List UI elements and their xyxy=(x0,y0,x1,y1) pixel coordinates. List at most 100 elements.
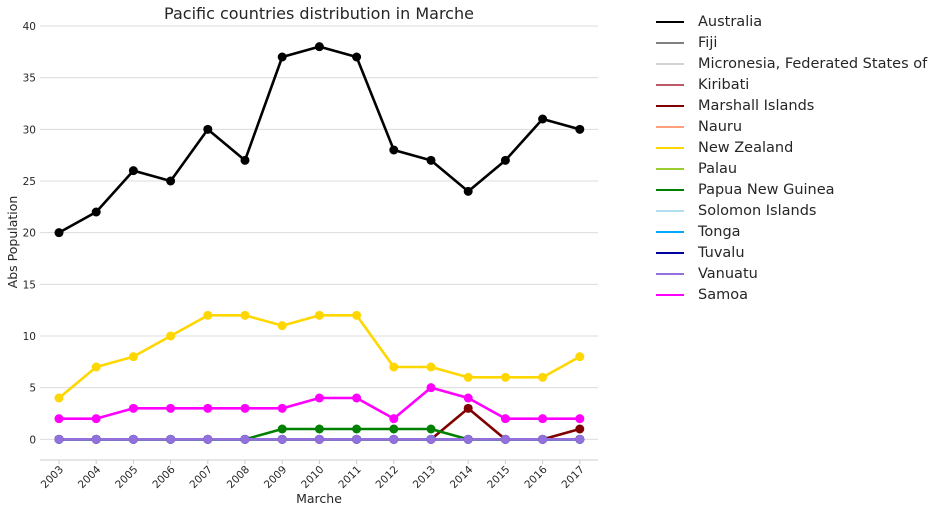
chart-title: Pacific countries distribution in Marche xyxy=(164,4,474,23)
data-point-australia xyxy=(538,114,548,124)
data-point-australia xyxy=(128,166,138,176)
data-point-marshall-islands xyxy=(463,403,473,413)
legend-item-samoa: Samoa xyxy=(656,284,927,305)
data-point-samoa xyxy=(277,403,287,413)
data-point-australia xyxy=(203,124,213,134)
data-point-marshall-islands xyxy=(575,424,585,434)
data-point-vanuatu xyxy=(389,434,399,444)
legend-item-new-zealand: New Zealand xyxy=(656,137,927,158)
series-line-australia xyxy=(57,45,582,234)
axes: 0 5 10 15 20 25 30 35 40 2003 2004 2005 2006 2007 2008… xyxy=(23,21,598,491)
data-point-australia xyxy=(500,155,510,165)
x-tick-label: 2016 xyxy=(522,463,550,491)
chart-legend: Australia Fiji Micronesia, Federated State… xyxy=(656,11,927,305)
data-point-vanuatu xyxy=(203,434,213,444)
x-tick-label: 2003 xyxy=(39,464,66,491)
series-line-samoa xyxy=(57,386,582,420)
legend-label: Samoa xyxy=(698,286,748,303)
data-point-samoa xyxy=(54,414,64,424)
legend-label: Papua New Guinea xyxy=(698,181,835,198)
data-point-papua-new-guinea xyxy=(277,424,287,434)
legend-label: Marshall Islands xyxy=(698,97,815,114)
legend-swatch xyxy=(656,272,684,275)
legend-label: Tuvalu xyxy=(698,244,745,261)
legend-swatch xyxy=(656,188,684,191)
data-point-australia xyxy=(426,155,436,165)
y-tick-label: 20 xyxy=(23,228,36,240)
x-tick-label: 2007 xyxy=(188,464,215,491)
legend-item-micronesia-federated-states-of: Micronesia, Federated States of xyxy=(656,53,927,74)
data-point-australia xyxy=(54,228,64,238)
data-point-australia xyxy=(314,42,324,52)
legend-label: Solomon Islands xyxy=(698,202,817,219)
legend-label: Nauru xyxy=(698,118,743,135)
data-point-new-zealand xyxy=(277,321,287,331)
data-point-samoa xyxy=(463,393,473,403)
x-tick-label: 2010 xyxy=(299,464,326,491)
data-point-samoa xyxy=(203,403,213,413)
data-point-australia xyxy=(389,145,399,155)
legend-item-tonga: Tonga xyxy=(656,221,927,242)
legend-label: Micronesia, Federated States of xyxy=(698,55,928,72)
data-point-new-zealand xyxy=(54,393,64,403)
x-tick-label: 2011 xyxy=(336,464,363,491)
x-tick-label: 2004 xyxy=(76,463,104,491)
data-point-australia xyxy=(463,186,473,196)
data-point-samoa xyxy=(352,393,362,403)
data-point-vanuatu xyxy=(575,434,585,444)
data-point-samoa xyxy=(240,403,250,413)
y-axis-label: Abs Population xyxy=(5,196,20,289)
data-point-new-zealand xyxy=(128,352,138,362)
y-tick-label: 25 xyxy=(23,176,36,188)
legend-swatch xyxy=(656,20,684,23)
data-point-samoa xyxy=(128,403,138,413)
data-point-new-zealand xyxy=(352,310,362,320)
y-tick-label: 5 xyxy=(29,383,36,395)
legend-swatch xyxy=(656,230,684,233)
gridlines xyxy=(40,25,598,440)
legend-item-marshall-islands: Marshall Islands xyxy=(656,95,927,116)
data-point-australia xyxy=(277,52,287,62)
data-point-australia xyxy=(352,52,362,62)
legend-item-tuvalu: Tuvalu xyxy=(656,242,927,263)
legend-label: Australia xyxy=(698,13,763,30)
data-point-vanuatu xyxy=(426,434,436,444)
data-point-vanuatu xyxy=(538,434,548,444)
series-markers xyxy=(54,42,585,444)
data-point-new-zealand xyxy=(426,362,436,372)
data-point-new-zealand xyxy=(463,372,473,382)
legend-item-nauru: Nauru xyxy=(656,116,927,137)
data-point-samoa xyxy=(500,414,510,424)
y-tick-label: 10 xyxy=(23,331,36,343)
data-point-samoa xyxy=(575,414,585,424)
data-point-papua-new-guinea xyxy=(352,424,362,434)
legend-swatch xyxy=(656,125,684,128)
series-line-marshall-islands xyxy=(57,407,582,441)
data-point-australia xyxy=(91,207,101,217)
legend-swatch xyxy=(656,41,684,44)
legend-label: Palau xyxy=(698,160,738,177)
legend-item-kiribati: Kiribati xyxy=(656,74,927,95)
legend-item-solomon-islands: Solomon Islands xyxy=(656,200,927,221)
data-point-australia xyxy=(575,124,585,134)
legend-swatch xyxy=(656,62,684,65)
x-tick-label: 2006 xyxy=(150,463,178,491)
legend-item-australia: Australia xyxy=(656,11,927,32)
legend-swatch xyxy=(656,251,684,254)
legend-swatch xyxy=(656,293,684,296)
data-point-new-zealand xyxy=(203,310,213,320)
data-point-vanuatu xyxy=(352,434,362,444)
data-point-new-zealand xyxy=(389,362,399,372)
legend-label: Tonga xyxy=(698,223,741,240)
data-point-new-zealand xyxy=(500,372,510,382)
data-point-australia xyxy=(240,155,250,165)
legend-swatch xyxy=(656,167,684,170)
x-tick-label: 2017 xyxy=(560,464,587,491)
data-point-papua-new-guinea xyxy=(314,424,324,434)
data-point-new-zealand xyxy=(314,310,324,320)
data-point-vanuatu xyxy=(240,434,250,444)
legend-label: New Zealand xyxy=(698,139,794,156)
y-tick-label: 35 xyxy=(23,73,36,85)
x-tick-label: 2008 xyxy=(225,464,252,491)
